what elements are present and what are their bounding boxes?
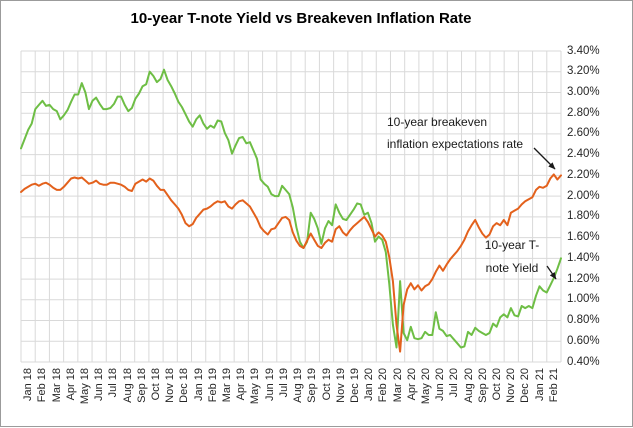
y-axis-tick-label: 1.20% — [567, 272, 600, 285]
x-axis-tick-label: Oct 18 — [150, 368, 162, 401]
y-axis-tick-label: 2.80% — [567, 106, 600, 119]
x-axis-tick-label: Aug 20 — [462, 368, 475, 403]
x-axis-tick-label: Jul 18 — [107, 368, 120, 398]
y-axis-tick-label: 3.00% — [567, 85, 600, 98]
x-axis-tick-label: Nov 19 — [334, 368, 347, 403]
x-axis-tick-label: Apr 18 — [64, 368, 77, 401]
breakeven-annotation: 10-year breakeven inflation expectations… — [387, 111, 577, 155]
x-axis-tick-label: Aug 19 — [292, 368, 305, 403]
y-axis-tick-label: 2.40% — [567, 148, 600, 161]
x-axis-tick-label: Feb 18 — [36, 368, 49, 403]
x-axis-tick-label: Dec 20 — [519, 368, 532, 403]
x-axis-tick-label: May 20 — [420, 368, 432, 405]
x-axis-tick-label: Jan 19 — [192, 368, 205, 402]
y-axis-tick-label: 2.60% — [567, 127, 600, 140]
x-axis-tick-label: Mar 19 — [221, 368, 234, 403]
x-axis-tick-label: Oct 19 — [320, 368, 333, 401]
x-axis-tick-label: Feb 19 — [206, 368, 219, 403]
x-axis-tick-label: Feb 20 — [377, 368, 390, 403]
x-axis-tick-label: Aug 18 — [121, 368, 134, 403]
x-axis-tick-label: Apr 19 — [235, 368, 248, 401]
x-axis-tick-label: Jun 19 — [263, 368, 276, 402]
chart-title: 10-year T-note Yield vs Breakeven Inflat… — [130, 10, 472, 27]
series-lines — [20, 68, 562, 353]
x-axis-tick-label: Dec 19 — [348, 368, 361, 403]
tnote-annotation-arrow — [546, 265, 557, 280]
x-axis-tick-label: Sep 20 — [476, 368, 489, 403]
annotation-arrows — [533, 147, 557, 280]
x-axis-tick-label: Jan 18 — [22, 368, 35, 402]
y-axis-tick-label: 3.40% — [567, 44, 600, 57]
x-axis-tick-label: Mar 20 — [391, 368, 404, 403]
x-axis-tick-label: Oct 20 — [491, 368, 504, 401]
y-axis-tick-label: 0.40% — [567, 355, 600, 368]
x-axis-tick-label: Jul 20 — [448, 368, 461, 398]
tnote-line — [20, 68, 562, 349]
x-axis-tick-label: Jan 20 — [363, 368, 376, 402]
tnote-annotation-line2: note Yield — [485, 261, 539, 275]
x-axis-tick-label: Nov 20 — [505, 368, 518, 403]
x-axis-tick-label: Nov 18 — [164, 368, 177, 403]
gridlines — [20, 50, 562, 363]
x-axis-tick-label: Jul 19 — [277, 368, 290, 398]
x-axis-tick-label: Jun 18 — [93, 368, 106, 402]
y-axis-tick-label: 1.40% — [567, 251, 600, 264]
x-axis-tick-label: May 19 — [249, 368, 262, 405]
x-axis-tick-label: Dec 18 — [178, 368, 191, 403]
y-axis-tick-label: 0.80% — [567, 314, 600, 327]
breakeven-line — [20, 173, 562, 353]
tnote-annotation: 10-year T- note Yield — [463, 234, 561, 280]
x-axis-tick-label: Sep 19 — [306, 368, 319, 403]
x-axis-tick-label: Sep 18 — [135, 368, 148, 403]
y-axis-tick-label: 3.20% — [567, 65, 600, 78]
y-axis-tick-label: 2.00% — [567, 189, 600, 202]
x-axis-tick-label: Feb 21 — [547, 368, 560, 403]
x-axis-tick-label: Jan 21 — [533, 368, 546, 402]
y-axis-tick-label: 0.60% — [567, 334, 600, 347]
breakeven-annotation-line1: 10-year breakeven — [387, 115, 488, 129]
y-axis-tick-label: 1.60% — [567, 231, 600, 244]
x-axis-tick-label: Apr 20 — [405, 368, 418, 401]
y-axis-tick-label: 2.20% — [567, 168, 600, 181]
x-axis-tick-label: May 18 — [78, 368, 91, 405]
tnote-annotation-line1: 10-year T- — [484, 238, 540, 252]
y-axis-tick-label: 1.80% — [567, 210, 600, 223]
y-axis-tick-label: 1.00% — [567, 293, 600, 306]
x-axis-tick-label: Mar 18 — [50, 368, 63, 403]
breakeven-annotation-line2: inflation expectations rate — [387, 137, 524, 151]
breakeven-annotation-arrow — [533, 147, 556, 170]
x-axis-tick-label: Jun 20 — [434, 368, 447, 402]
